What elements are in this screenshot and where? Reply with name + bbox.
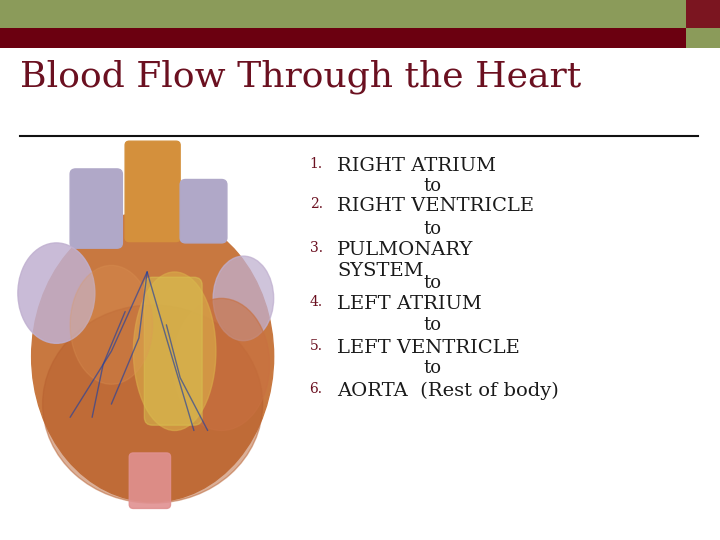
FancyBboxPatch shape bbox=[145, 277, 202, 425]
FancyBboxPatch shape bbox=[180, 179, 227, 243]
Text: 5.: 5. bbox=[310, 339, 323, 353]
Text: Blood Flow Through the Heart: Blood Flow Through the Heart bbox=[20, 59, 582, 94]
Text: PULMONARY
SYSTEM: PULMONARY SYSTEM bbox=[337, 241, 473, 280]
Text: RIGHT VENTRICLE: RIGHT VENTRICLE bbox=[337, 197, 534, 215]
Ellipse shape bbox=[70, 265, 153, 384]
Text: 1.: 1. bbox=[310, 157, 323, 171]
Ellipse shape bbox=[32, 211, 274, 502]
Text: 3.: 3. bbox=[310, 241, 323, 255]
Ellipse shape bbox=[42, 305, 263, 503]
Ellipse shape bbox=[213, 256, 274, 341]
Text: LEFT VENTRICLE: LEFT VENTRICLE bbox=[337, 339, 520, 356]
FancyBboxPatch shape bbox=[125, 141, 180, 241]
Text: LEFT ATRIUM: LEFT ATRIUM bbox=[337, 295, 482, 313]
FancyBboxPatch shape bbox=[130, 453, 171, 509]
Text: 6.: 6. bbox=[310, 382, 323, 396]
Text: to: to bbox=[423, 359, 441, 377]
Text: to: to bbox=[423, 220, 441, 238]
Text: to: to bbox=[423, 316, 441, 334]
Text: to: to bbox=[423, 274, 441, 292]
Text: 2.: 2. bbox=[310, 197, 323, 211]
Text: 4.: 4. bbox=[310, 295, 323, 309]
Text: to: to bbox=[423, 177, 441, 195]
Text: RIGHT ATRIUM: RIGHT ATRIUM bbox=[337, 157, 496, 174]
Text: AORTA  (Rest of body): AORTA (Rest of body) bbox=[337, 382, 559, 400]
Ellipse shape bbox=[18, 243, 95, 343]
Ellipse shape bbox=[133, 272, 216, 430]
FancyBboxPatch shape bbox=[70, 169, 122, 248]
Ellipse shape bbox=[174, 299, 269, 430]
